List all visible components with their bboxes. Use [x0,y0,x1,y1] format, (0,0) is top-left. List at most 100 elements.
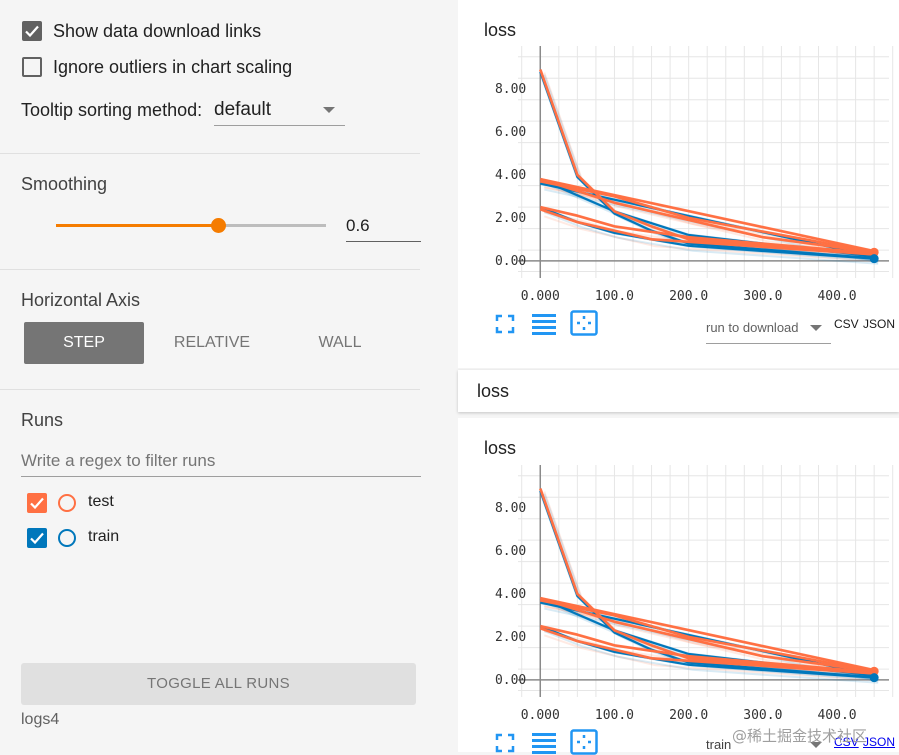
test-end-point [869,247,879,257]
run-item-train[interactable]: train [26,526,226,550]
checkmark-icon [30,532,44,545]
run-color-circle [58,529,76,547]
dropdown-arrow-icon [810,742,822,748]
smoothing-value: 0.6 [346,216,370,235]
runs-filter-placeholder: Write a regex to filter runs [21,451,216,470]
run-download-value: train [706,737,732,752]
json-link[interactable]: JSON [863,735,896,749]
ignore-outliers-label: Ignore outliers in chart scaling [53,57,293,77]
test-series-line [539,596,875,673]
test-raw-line [543,634,879,682]
train-end-point [869,254,879,264]
horizontal-axis-label: Horizontal Axis [21,290,141,310]
x-tick-label: 100.0 [595,289,634,304]
ignore-outliers-checkbox[interactable] [22,57,42,77]
test-series-line [540,599,875,673]
slider-knob[interactable] [211,218,226,233]
runs-label: Runs [21,410,64,430]
test-series-line [539,208,875,256]
test-series-line [539,627,875,675]
x-tick-label: 300.0 [743,289,782,304]
y-tick-label: 6.00 [495,125,526,140]
run-download-select[interactable]: run to download [706,316,831,344]
run-download-value: run to download [706,320,799,335]
group-header[interactable]: loss [458,370,899,412]
train-raw-line [543,74,879,263]
fit-domain-icon[interactable] [570,729,598,755]
smoothing-slider[interactable] [56,216,326,236]
test-series-line [540,177,875,253]
test-series-line [539,69,875,256]
test-raw-line [543,72,879,259]
csv-link[interactable]: CSV [834,317,859,331]
x-tick-label: 200.0 [669,708,708,723]
divider [0,389,420,390]
y-tick-label: 4.00 [495,587,526,602]
run-checkbox[interactable] [27,528,47,548]
tooltip-sorting-value: default [214,99,272,120]
toggle-log-scale-icon[interactable] [532,732,556,754]
run-item-test[interactable]: test [26,491,226,515]
run-download-select[interactable]: train [706,734,831,752]
test-series-line [540,624,875,674]
json-link[interactable]: JSON [863,317,896,331]
toggle-all-runs-button[interactable]: TOGGLE ALL RUNS [21,663,416,705]
chart-card: loss 0.00 2.00 4.00 6.00 8.00 0.000 100.0 200.0… [458,0,899,368]
loss-chart[interactable]: 0.00 2.00 4.00 6.00 8.00 0.000 100.0 200.0 300.0… [458,40,899,310]
x-tick-label: 400.0 [817,289,856,304]
test-series-line [540,205,875,255]
run-color-circle [58,494,76,512]
show-download-links-label: Show data download links [53,21,262,41]
y-tick-label: 8.00 [495,501,526,516]
x-tick-label: 0.000 [521,708,560,723]
axis-option-label: STEP [63,334,105,351]
toggle-log-scale-icon[interactable] [532,313,556,335]
run-name: train [88,528,120,545]
y-tick-label: 4.00 [495,168,526,183]
train-end-point [869,673,879,683]
train-raw-line [543,493,879,682]
csv-link[interactable]: CSV [834,735,859,749]
smoothing-value-input[interactable]: 0.6 [346,211,421,242]
test-series-line [540,596,875,672]
axis-option-wall[interactable]: WALL [280,322,400,364]
axis-option-label: RELATIVE [173,334,251,351]
fullscreen-icon[interactable] [495,314,515,334]
chart-title: loss [484,438,517,458]
dropdown-arrow-icon [810,325,822,331]
run-checkbox[interactable] [27,493,47,513]
sidebar: Show data download links Ignore outliers… [0,21,421,728]
train-raw-line [543,211,879,265]
watermark: @稀土掘金技术社区 [732,727,868,745]
checkmark-icon [30,497,44,510]
test-raw-line [543,215,879,263]
tooltip-sorting-label: Tooltip sorting method: [21,100,203,120]
axis-option-step[interactable]: STEP [24,322,144,364]
axis-option-label: WALL [318,334,362,351]
checkmark-icon [25,25,39,38]
train-raw-line [543,630,879,684]
fullscreen-icon[interactable] [495,733,515,753]
y-tick-label: 6.00 [495,544,526,559]
test-end-point [869,666,879,676]
main-panel: loss 0.00 2.00 4.00 6.00 8.00 0.000 100.0 200.0… [458,0,899,755]
y-tick-label: 0.00 [495,673,526,688]
loss-chart[interactable]: 0.00 2.00 4.00 6.00 8.00 0.000 100.0 200.0 300.0… [458,459,899,729]
tooltip-sorting-select[interactable]: default [214,96,345,126]
show-download-links-checkbox[interactable] [22,21,42,41]
fit-domain-icon[interactable] [570,310,598,336]
divider [0,153,420,154]
x-tick-label: 100.0 [595,708,634,723]
chart-card: loss 0.00 2.00 4.00 6.00 8.00 0.000 100.0 200.0… [458,418,899,755]
y-tick-label: 2.00 [495,211,526,226]
test-series-line [539,488,875,675]
x-tick-label: 200.0 [669,289,708,304]
smoothing-label: Smoothing [21,174,108,194]
group-header-title: loss [477,381,510,401]
x-tick-label: 300.0 [743,708,782,723]
axis-option-relative[interactable]: RELATIVE [152,322,272,364]
test-series-line [540,180,875,254]
y-tick-label: 2.00 [495,630,526,645]
y-tick-label: 0.00 [495,254,526,269]
runs-filter-input[interactable]: Write a regex to filter runs [21,447,421,477]
